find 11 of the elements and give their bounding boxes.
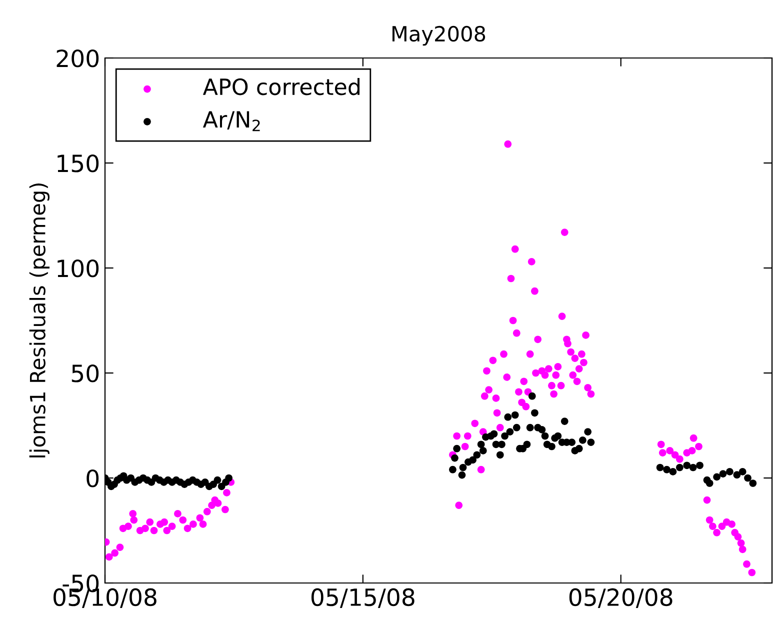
y-tick-label: 150 — [58, 154, 99, 172]
y-tick-label: 200 — [56, 49, 99, 68]
legend-label: APO corrected — [202, 78, 360, 96]
legend-label: Ar/N$_{2}$ — [202, 111, 260, 132]
y-tick-label: 50 — [72, 364, 99, 382]
y-tick-label: 0 — [86, 469, 99, 488]
x-tick-label: 05/15/08 — [311, 588, 414, 608]
y-axis-title: ljoms1 Residuals (permeg) — [29, 183, 50, 458]
chart-title: May2008 — [392, 26, 486, 46]
y-tick-label: 100 — [58, 259, 99, 278]
x-tick-label: 05/20/08 — [569, 588, 672, 608]
